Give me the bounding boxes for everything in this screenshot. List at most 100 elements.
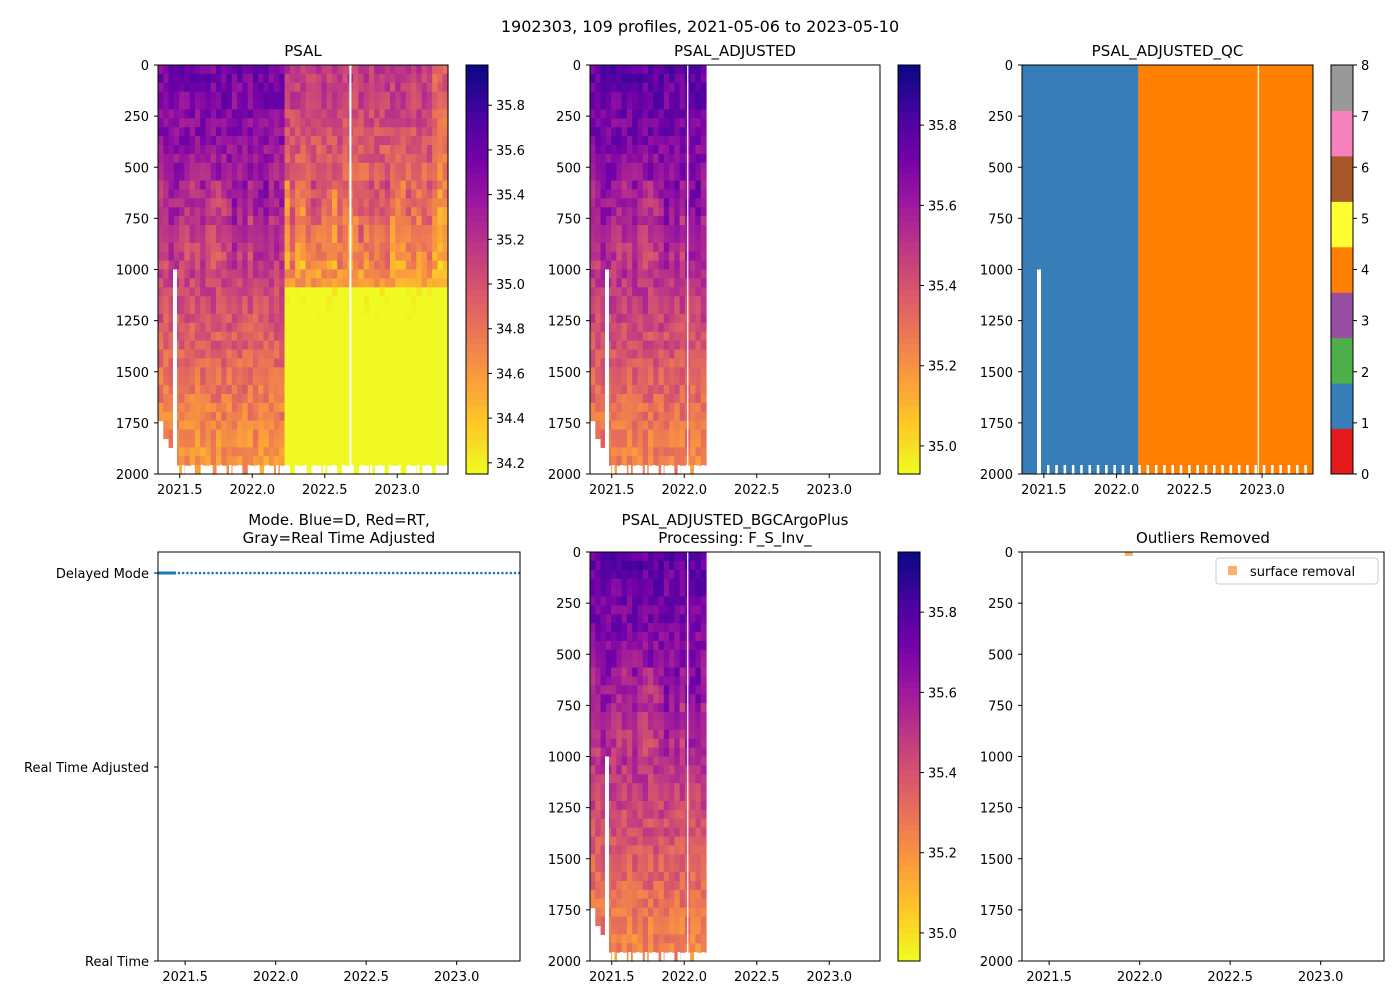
mode-point bbox=[261, 571, 265, 575]
colorbar-band bbox=[898, 153, 920, 162]
colorbar-swatch bbox=[1331, 155, 1353, 202]
colorbar-tick-label: 35.6 bbox=[928, 686, 957, 701]
colorbar-swatch bbox=[1331, 383, 1353, 430]
mode-point bbox=[488, 571, 492, 575]
mode-point bbox=[223, 571, 227, 575]
colorbar-band bbox=[898, 289, 920, 298]
legend: surface removal bbox=[1215, 557, 1379, 585]
mode-point bbox=[286, 571, 290, 575]
panel-title-line2: Gray=Real Time Adjusted bbox=[243, 529, 436, 547]
colorbar-band bbox=[466, 289, 488, 298]
mode-point bbox=[219, 571, 223, 575]
mode-point bbox=[471, 571, 475, 575]
colorbar-band bbox=[898, 831, 920, 839]
mode-point bbox=[442, 571, 445, 575]
colorbar-band bbox=[466, 412, 488, 421]
colorbar-band bbox=[898, 201, 920, 209]
y-tick-label: 1000 bbox=[548, 264, 581, 279]
colorbar-frame bbox=[465, 64, 489, 475]
colorbar-band bbox=[466, 378, 488, 386]
colorbar-band bbox=[898, 954, 920, 962]
mode-point bbox=[299, 571, 303, 575]
colorbar-band bbox=[898, 78, 920, 87]
colorbar-band bbox=[898, 552, 920, 560]
colorbar-tick-label: 35.8 bbox=[928, 119, 957, 134]
mode-point bbox=[396, 571, 399, 575]
mode-point bbox=[370, 571, 374, 575]
y-tick-label: 500 bbox=[556, 161, 581, 176]
mode-point bbox=[425, 571, 429, 575]
mode-point bbox=[480, 571, 483, 575]
colorbar-band bbox=[898, 146, 920, 155]
mode-point bbox=[270, 571, 273, 575]
colorbar-swatch bbox=[1331, 65, 1353, 111]
qc-flag-1-region bbox=[1022, 65, 1139, 474]
colorbar-band bbox=[898, 303, 920, 311]
y-tick-label: 1250 bbox=[980, 315, 1013, 330]
x-tick-label: 2023.0 bbox=[1298, 970, 1344, 985]
axes-frame bbox=[157, 551, 521, 962]
colorbar-band bbox=[898, 439, 920, 448]
colorbar-band bbox=[898, 344, 920, 352]
colorbar-tick-label: 35.0 bbox=[928, 927, 957, 942]
x-tick-label: 2022.0 bbox=[662, 970, 708, 985]
y-tick-label: 1750 bbox=[548, 904, 581, 919]
colorbar-band bbox=[898, 187, 920, 196]
y-tick-label: 750 bbox=[556, 212, 581, 227]
mode-point bbox=[404, 571, 408, 575]
mode-point bbox=[375, 571, 378, 575]
x-tick-label: 2022.5 bbox=[734, 483, 780, 498]
mode-point bbox=[265, 571, 269, 575]
colorbar-band bbox=[898, 586, 920, 594]
colorbar-tick-label: 35.4 bbox=[496, 189, 525, 204]
colorbar-band bbox=[898, 351, 920, 359]
mode-point bbox=[345, 571, 349, 575]
colorbar-band bbox=[898, 99, 920, 107]
y-tick-label: 1000 bbox=[116, 264, 149, 279]
mode-point bbox=[316, 571, 319, 575]
colorbar-band bbox=[898, 688, 920, 696]
colorbar-band bbox=[466, 460, 488, 468]
mode-point bbox=[186, 571, 189, 575]
mode-point bbox=[278, 571, 282, 575]
colorbar-band bbox=[898, 276, 920, 284]
colorbar-band bbox=[898, 467, 920, 475]
y-tick-label: 1000 bbox=[548, 751, 581, 766]
colorbar-tick-label: 3 bbox=[1361, 315, 1369, 330]
colorbar-band bbox=[466, 242, 488, 250]
y-tick-label: 500 bbox=[988, 648, 1013, 663]
mode-point bbox=[202, 571, 206, 575]
y-tick-label: 250 bbox=[556, 110, 581, 125]
colorbar-band bbox=[466, 358, 488, 366]
mode-point bbox=[501, 571, 504, 575]
mode-point bbox=[496, 571, 500, 575]
colorbar-band bbox=[898, 565, 920, 574]
colorbar-band bbox=[466, 303, 488, 311]
panel-title: Mode. Blue=D, Red=RT, bbox=[248, 511, 430, 529]
y-tick-label: 2000 bbox=[548, 468, 581, 483]
mode-point bbox=[387, 571, 391, 575]
colorbar-band bbox=[466, 324, 488, 332]
colorbar-band bbox=[466, 112, 488, 121]
y-tick-label: 1500 bbox=[980, 853, 1013, 868]
colorbar-frame bbox=[897, 551, 921, 962]
colorbar-band bbox=[898, 804, 920, 812]
y-tick-label: 1500 bbox=[548, 853, 581, 868]
panel-psal: 34.2 34.4 34.6 34.8 35.0 35.2 35.4 35.6 35.8 2021… bbox=[116, 42, 525, 498]
colorbar-band bbox=[898, 283, 920, 291]
y-tick-label: 0 bbox=[141, 59, 149, 74]
colorbar-band bbox=[898, 399, 920, 407]
colorbar: 34.2 34.4 34.6 34.8 35.0 35.2 35.4 35.6 35.8 bbox=[465, 64, 525, 475]
colorbar-band bbox=[898, 858, 920, 867]
colorbar-band bbox=[898, 899, 920, 908]
colorbar-band bbox=[898, 310, 920, 318]
colorbar-band bbox=[466, 467, 488, 475]
axes-frame bbox=[589, 64, 881, 475]
colorbar-tick-label: 1 bbox=[1361, 417, 1369, 432]
colorbar: 0 1 2 3 4 5 6 7 8 bbox=[1330, 59, 1369, 483]
colorbar-band bbox=[466, 201, 488, 209]
x-tick-label: 2022.0 bbox=[1094, 483, 1140, 498]
axes-frame bbox=[1021, 551, 1385, 962]
mode-point bbox=[484, 571, 487, 575]
outlier-point bbox=[1124, 552, 1133, 556]
